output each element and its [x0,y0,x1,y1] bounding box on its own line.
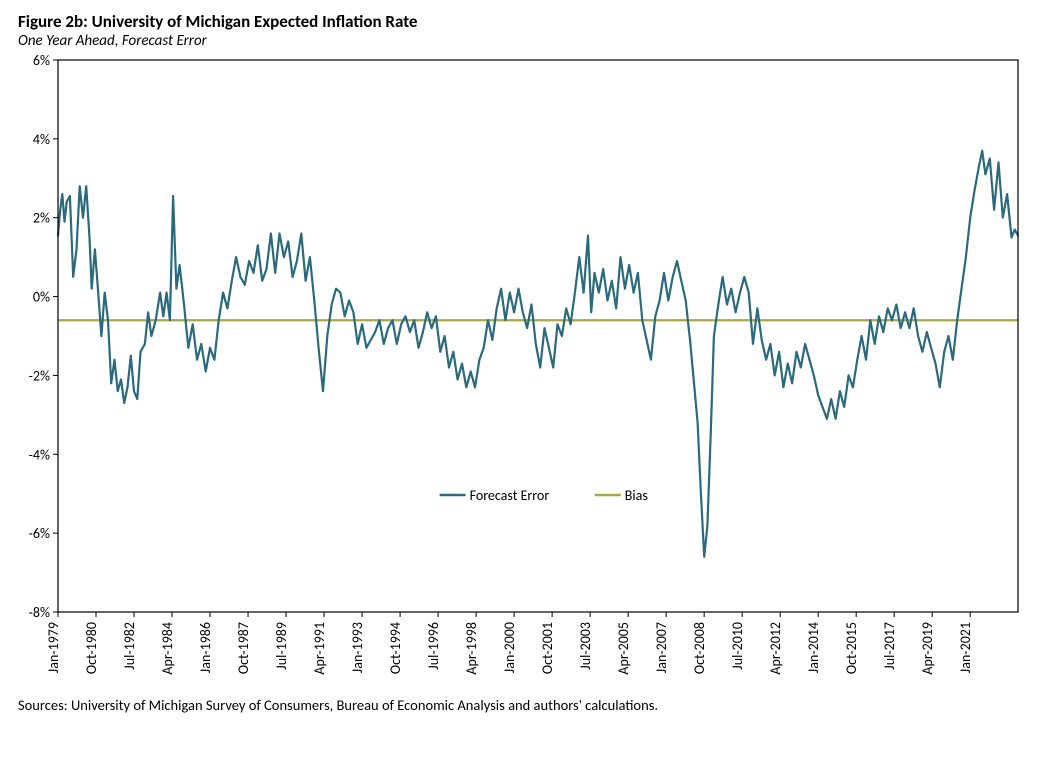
y-tick-label: -4% [29,447,50,464]
x-tick-label: Jul-2003 [577,622,594,670]
y-tick-label: -6% [29,526,50,543]
x-tick-label: Oct-2008 [691,622,708,674]
x-tick-label: Jul-1982 [121,622,138,670]
x-tick-label: Jan-2014 [805,622,822,673]
y-tick-label: 6% [33,52,50,69]
x-tick-label: Jul-1989 [273,622,290,670]
y-tick-label: 2% [33,210,50,227]
x-tick-label: Apr-2019 [919,622,936,675]
y-tick-label: 4% [33,131,50,148]
chart-title: Figure 2b: University of Michigan Expect… [18,12,1026,32]
x-tick-label: Oct-1987 [235,622,252,674]
chart-container: -8% -6% -4% -2% 0% 2% 4% 6% Jan-1979 Oct-1980 Jul-… [18,52,1026,692]
x-tick-label: Jan-2021 [957,622,974,673]
y-tick-label: -8% [29,604,50,621]
x-tick-label: Oct-1980 [83,622,100,674]
line-chart: -8% -6% -4% -2% 0% 2% 4% 6% Jan-1979 Oct-1980 Jul-… [18,52,1026,692]
x-tick-label: Jan-1993 [349,622,366,673]
x-tick-label: Jan-1986 [197,622,214,673]
legend-label: Bias [625,487,648,504]
x-tick-label: Oct-2015 [843,622,860,674]
chart-subtitle: One Year Ahead, Forecast Error [18,32,1026,50]
x-tick-label: Jan-1979 [45,622,62,673]
sources-note: Sources: University of Michigan Survey o… [18,696,1026,714]
x-tick-label: Jan-2000 [501,622,518,673]
x-tick-label: Apr-1998 [463,622,480,675]
x-tick-label: Apr-1991 [311,622,328,675]
page: Figure 2b: University of Michigan Expect… [0,0,1044,759]
x-tick-label: Jul-1996 [425,622,442,670]
x-tick-label: Oct-1994 [387,622,404,674]
x-tick-label: Jul-2017 [881,622,898,670]
x-tick-label: Oct-2001 [539,622,556,674]
x-tick-label: Apr-1984 [159,622,176,675]
y-tick-label: -2% [29,368,50,385]
x-tick-label: Jan-2007 [653,622,670,673]
x-tick-label: Jul-2010 [729,622,746,670]
legend-label: Forecast Error [470,487,550,504]
x-tick-label: Apr-2005 [615,622,632,675]
y-tick-label: 0% [33,289,50,306]
x-tick-label: Apr-2012 [767,622,784,675]
